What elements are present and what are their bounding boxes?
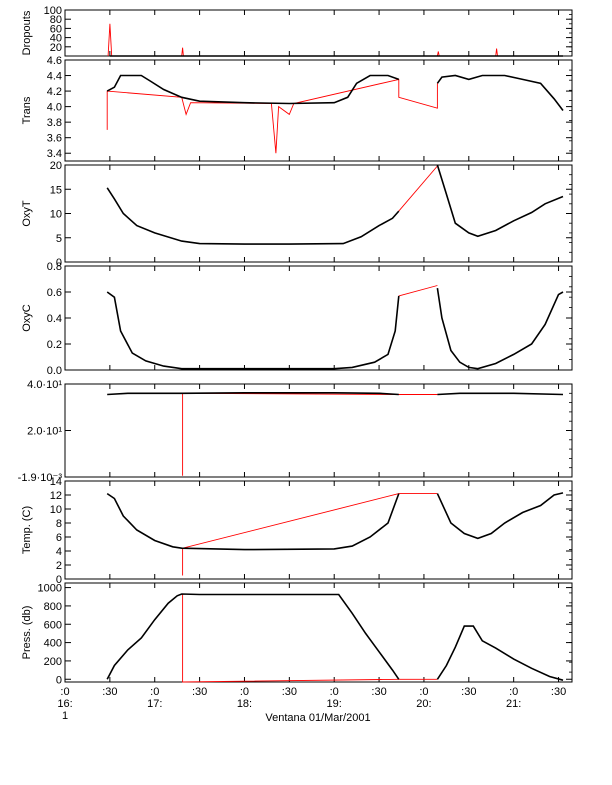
x-tick-label-5: :30 [282, 686, 297, 698]
y-tick-label-2-1: 5 [56, 233, 62, 245]
y-tick-label-0-4: 100 [44, 5, 62, 17]
x-tick-label-day-0: 1 [62, 710, 68, 722]
x-tick-label-hour-10: 21: [506, 698, 521, 710]
series-measured-2 [106, 187, 400, 245]
y-axis-label-2: OxyT [21, 200, 33, 227]
series-measured-b-6 [436, 625, 564, 681]
y-axis-label-0: Dropouts [21, 10, 33, 55]
y-tick-label-4-2: 4.0·10¹ [27, 379, 62, 391]
series-measured-1 [106, 74, 400, 105]
series-measured-b-2 [436, 164, 564, 238]
y-tick-label-5-0: 0 [56, 574, 62, 586]
series-measured-b-1 [436, 74, 564, 111]
y-tick-label-5-3: 6 [56, 532, 62, 544]
x-tick-label-10: :0 [509, 686, 518, 698]
y-tick-label-5-4: 8 [56, 518, 62, 530]
y-tick-label-2-0: 0 [56, 257, 62, 269]
y-tick-label-3-2: 0.4 [47, 313, 62, 325]
x-tick-label-7: :30 [371, 686, 386, 698]
series-interpolated-1 [106, 78, 438, 154]
y-tick-label-3-1: 0.2 [47, 339, 62, 351]
y-tick-label-4-1: 2.0·10¹ [27, 425, 62, 437]
y-tick-label-0-1: 40 [50, 33, 62, 45]
y-tick-label-3-4: 0.8 [47, 261, 62, 273]
series-interpolated-2 [398, 165, 438, 212]
y-tick-label-2-3: 15 [50, 184, 62, 196]
series-interpolated-6 [182, 594, 438, 683]
x-tick-label-8: :0 [419, 686, 428, 698]
series-measured-3 [106, 291, 400, 370]
y-tick-label-1-0: 3.4 [47, 148, 62, 160]
x-tick-label-11: :30 [551, 686, 566, 698]
y-axis-label-6: Press. (db) [21, 606, 33, 660]
series-interpolated-4 [182, 392, 438, 476]
x-tick-label-3: :30 [192, 686, 207, 698]
x-tick-label-2: :0 [150, 686, 159, 698]
x-tick-label-6: :0 [330, 686, 339, 698]
y-tick-label-1-4: 4.2 [47, 86, 62, 98]
y-tick-label-6-1: 200 [44, 656, 62, 668]
y-tick-label-1-3: 4.0 [47, 102, 62, 114]
series-measured-b-5 [436, 492, 564, 540]
x-tick-label-1: :30 [102, 686, 117, 698]
y-tick-label-3-3: 0.6 [47, 287, 62, 299]
x-tick-label-hour-4: 18: [237, 698, 252, 710]
x-tick-label-hour-8: 20: [416, 698, 431, 710]
x-tick-label-hour-6: 19: [327, 698, 342, 710]
series-measured-4 [107, 392, 399, 396]
panel-frame-6 [64, 582, 573, 683]
x-tick-label-9: :30 [461, 686, 476, 698]
series-measured-5 [106, 492, 400, 551]
y-tick-label-1-1: 3.6 [47, 133, 62, 145]
y-tick-label-5-7: 14 [50, 476, 62, 488]
y-tick-label-6-5: 1000 [38, 583, 62, 595]
y-tick-label-6-4: 800 [44, 601, 62, 613]
series-measured-b-3 [436, 287, 564, 370]
y-tick-label-0-2: 60 [50, 23, 62, 35]
series-interpolated-0 [107, 23, 498, 57]
series-measured-6 [106, 593, 400, 680]
y-tick-label-5-2: 4 [56, 546, 62, 558]
y-axis-label-5: Temp. (C) [21, 506, 33, 554]
y-tick-label-0-3: 80 [50, 14, 62, 26]
y-axis-label-1: Trans [21, 96, 33, 124]
y-tick-label-2-2: 10 [50, 209, 62, 221]
panel-frame-4 [64, 383, 573, 478]
panel-frame-3 [64, 265, 573, 371]
y-tick-label-1-2: 3.8 [47, 117, 62, 129]
series-measured-b-4 [437, 392, 564, 396]
y-tick-label-2-4: 20 [50, 160, 62, 172]
x-tick-label-4: :0 [240, 686, 249, 698]
panel-frame-2 [64, 164, 573, 263]
y-tick-label-5-6: 12 [50, 490, 62, 502]
x-tick-label-0: :0 [60, 686, 69, 698]
y-tick-label-6-2: 400 [44, 638, 62, 650]
panel-frame-0 [64, 9, 573, 57]
x-axis-label: Ventana 01/Mar/2001 [265, 712, 370, 724]
y-tick-label-6-3: 600 [44, 619, 62, 631]
y-tick-label-3-0: 0.0 [47, 365, 62, 377]
y-tick-label-4-0: -1.9·10⁻³ [18, 472, 63, 484]
series-interpolated-3 [398, 285, 438, 297]
y-tick-label-5-1: 2 [56, 560, 62, 572]
y-tick-label-1-5: 4.4 [47, 71, 62, 83]
y-axis-label-3: OxyC [21, 304, 33, 332]
y-tick-label-5-5: 10 [50, 504, 62, 516]
series-interpolated-5 [182, 493, 438, 576]
y-tick-label-0-0: 20 [50, 42, 62, 54]
y-tick-label-6-0: 0 [56, 674, 62, 686]
x-tick-label-hour-2: 17: [147, 698, 162, 710]
x-tick-label-hour-0: 16: [57, 698, 72, 710]
y-tick-label-1-6: 4.6 [47, 55, 62, 67]
